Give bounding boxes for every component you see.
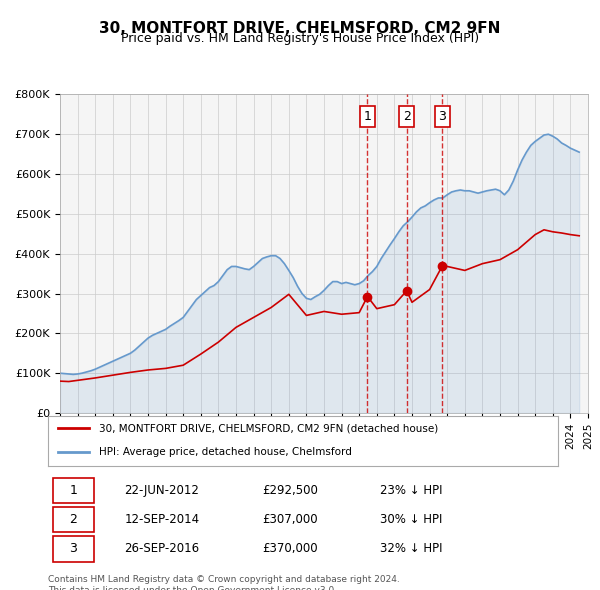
Text: Price paid vs. HM Land Registry's House Price Index (HPI): Price paid vs. HM Land Registry's House … <box>121 32 479 45</box>
Text: 3: 3 <box>439 110 446 123</box>
Text: 30, MONTFORT DRIVE, CHELMSFORD, CM2 9FN (detached house): 30, MONTFORT DRIVE, CHELMSFORD, CM2 9FN … <box>99 424 438 434</box>
Text: 23% ↓ HPI: 23% ↓ HPI <box>380 484 442 497</box>
Text: £307,000: £307,000 <box>262 513 318 526</box>
Text: 30, MONTFORT DRIVE, CHELMSFORD, CM2 9FN: 30, MONTFORT DRIVE, CHELMSFORD, CM2 9FN <box>100 21 500 35</box>
Text: 2: 2 <box>70 513 77 526</box>
Text: 1: 1 <box>364 110 371 123</box>
Text: 3: 3 <box>70 542 77 555</box>
Text: 30% ↓ HPI: 30% ↓ HPI <box>380 513 442 526</box>
Text: 32% ↓ HPI: 32% ↓ HPI <box>380 542 442 555</box>
Text: £292,500: £292,500 <box>262 484 318 497</box>
Text: HPI: Average price, detached house, Chelmsford: HPI: Average price, detached house, Chel… <box>99 447 352 457</box>
FancyBboxPatch shape <box>53 536 94 562</box>
Text: 22-JUN-2012: 22-JUN-2012 <box>125 484 199 497</box>
FancyBboxPatch shape <box>53 478 94 503</box>
Text: 26-SEP-2016: 26-SEP-2016 <box>125 542 200 555</box>
Text: 1: 1 <box>70 484 77 497</box>
Text: Contains HM Land Registry data © Crown copyright and database right 2024.
This d: Contains HM Land Registry data © Crown c… <box>48 575 400 590</box>
FancyBboxPatch shape <box>53 507 94 532</box>
Text: 12-SEP-2014: 12-SEP-2014 <box>125 513 200 526</box>
Text: 2: 2 <box>403 110 410 123</box>
Text: £370,000: £370,000 <box>262 542 318 555</box>
